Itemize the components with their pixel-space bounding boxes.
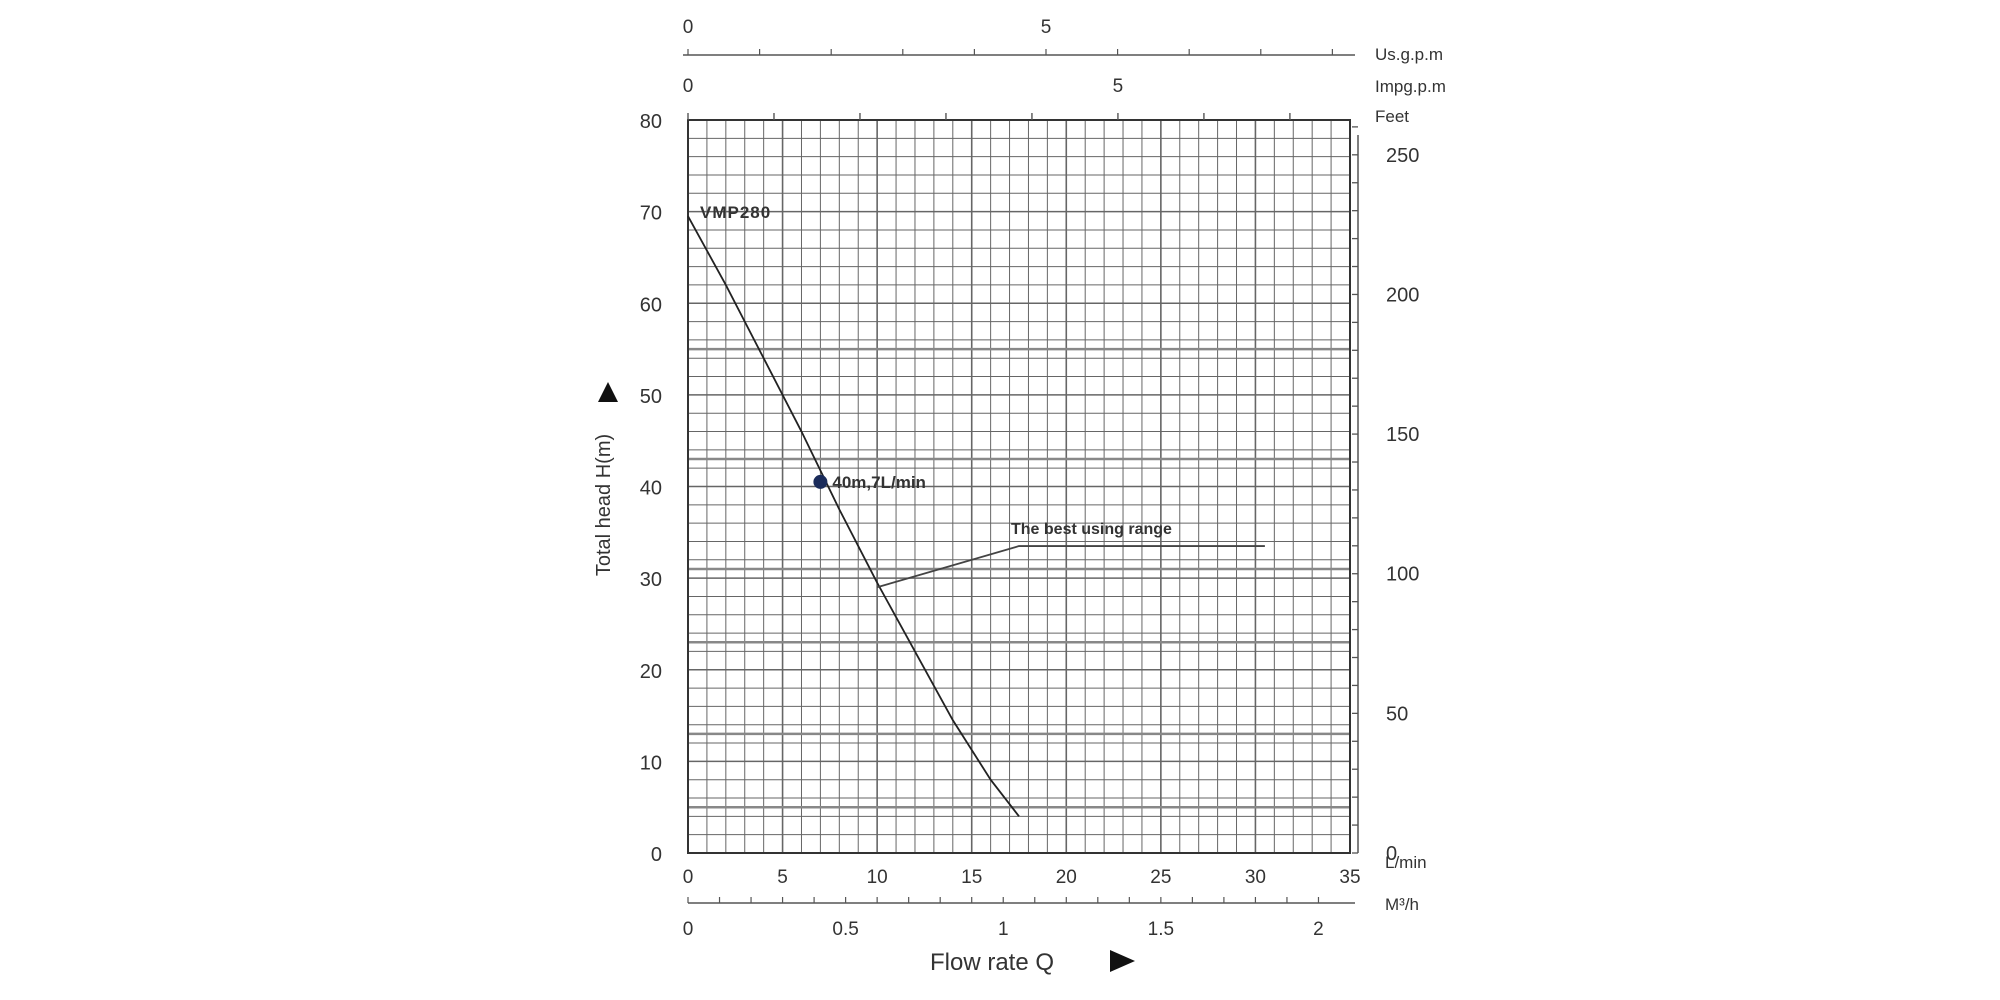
- y-tick-label: 0: [651, 844, 662, 866]
- x-unit-m3h: M³/h: [1385, 895, 1419, 914]
- x-unit-usgpm: Us.g.p.m: [1375, 45, 1443, 64]
- usgpm-tick-label: 5: [1041, 17, 1052, 38]
- best-range-label: The best using range: [1011, 521, 1172, 538]
- series-layer: [687, 215, 1265, 817]
- m3h-tick-label: 1: [998, 919, 1009, 940]
- y-tick-label: 30: [640, 569, 662, 591]
- y2-tick-label: 100: [1386, 564, 1419, 586]
- m3h-tick-label: 0: [683, 919, 694, 940]
- y-tick-label: 20: [640, 661, 662, 683]
- x-tick-label: 30: [1245, 867, 1266, 888]
- x-unit-impgpm: Impg.p.m: [1375, 77, 1446, 96]
- m3h-tick-label: 2: [1313, 919, 1324, 940]
- y-tick-label: 40: [640, 478, 662, 500]
- series-label-vmp280: VMP280: [700, 203, 771, 222]
- plot-frame: [687, 119, 1351, 854]
- x-axis-label: Flow rate Q: [930, 949, 1054, 976]
- series-line-vmp280: [687, 215, 1020, 817]
- x-unit-lmin: L/min: [1385, 853, 1427, 872]
- x-axis-arrow-icon: [1110, 950, 1135, 972]
- operating-point-label: 40m,7L/min: [832, 473, 926, 492]
- y2-tick-label: 150: [1386, 424, 1419, 446]
- usgpm-tick-label: 0: [683, 17, 694, 38]
- y-tick-label: 70: [640, 203, 662, 225]
- x-tick-label: 15: [961, 867, 982, 888]
- y-tick-label: 60: [640, 294, 662, 316]
- y-axis-arrow-icon: [598, 382, 618, 402]
- y2-tick-label: 200: [1386, 284, 1419, 306]
- x-tick-label: 5: [777, 867, 788, 888]
- impgpm-tick-label: 0: [683, 76, 694, 97]
- m3h-tick-label: 0.5: [832, 919, 858, 940]
- y-tick-label: 80: [640, 111, 662, 133]
- x-tick-label: 10: [867, 867, 888, 888]
- y-tick-label: 50: [640, 386, 662, 408]
- m3h-tick-label: 1.5: [1148, 919, 1174, 940]
- y2-tick-label: 250: [1386, 145, 1419, 167]
- x-tick-label: 20: [1056, 867, 1077, 888]
- y-axis-label: Total head H(m): [593, 434, 615, 576]
- impgpm-tick-label: 5: [1113, 76, 1124, 97]
- x-tick-label: 0: [683, 867, 694, 888]
- x-tick-label: 35: [1339, 867, 1360, 888]
- y2-tick-label: 50: [1386, 703, 1408, 725]
- x-tick-label: 25: [1150, 867, 1171, 888]
- plot-grid: [687, 119, 1351, 854]
- y2-tick-label: 0: [1386, 843, 1397, 865]
- best-range-leader-line: [876, 545, 1265, 589]
- operating-point-marker: [813, 474, 828, 489]
- y2-unit-feet: Feet: [1375, 107, 1409, 126]
- y-tick-label: 10: [640, 752, 662, 774]
- axes: [683, 49, 1359, 904]
